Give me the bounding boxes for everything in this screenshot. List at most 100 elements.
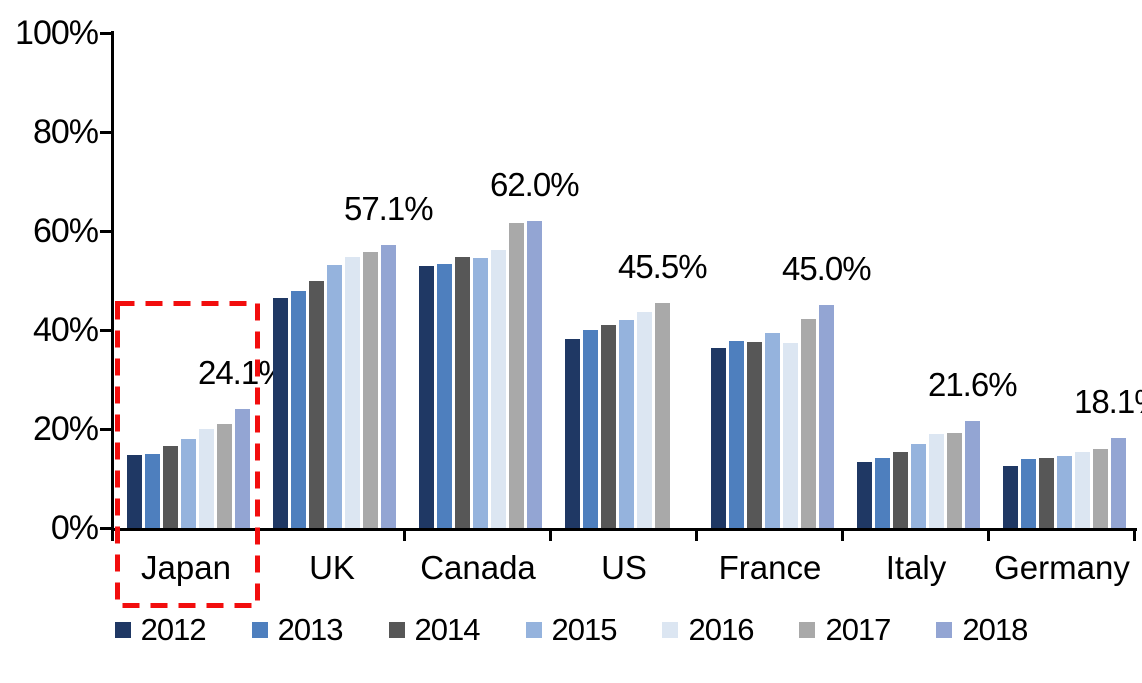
legend-swatch-2018 xyxy=(936,622,953,638)
data-label-us: 45.5% xyxy=(617,247,708,285)
legend-swatch-2012 xyxy=(114,622,131,638)
legend-label-2012: 2012 xyxy=(140,612,207,647)
bar-us-2014 xyxy=(601,324,616,528)
y-axis-line xyxy=(111,31,114,532)
x-axis-tick-mark xyxy=(841,528,844,541)
bar-italy-2012 xyxy=(857,462,872,528)
y-axis-tick-label: 40% xyxy=(32,311,99,349)
legend-label-2014: 2014 xyxy=(414,612,481,647)
x-axis-line xyxy=(111,528,1137,531)
data-label-germany: 18.1% xyxy=(1073,383,1142,421)
bar-france-2016 xyxy=(783,343,798,528)
bar-france-2013 xyxy=(729,341,744,528)
bar-italy-2015 xyxy=(911,444,926,528)
bar-italy-2016 xyxy=(929,433,944,528)
bar-italy-2014 xyxy=(893,451,908,528)
legend-label-2015: 2015 xyxy=(551,612,618,647)
bar-uk-2014 xyxy=(309,280,324,528)
legend-label-2017: 2017 xyxy=(825,612,891,647)
y-axis-tick-label: 60% xyxy=(32,212,99,250)
bar-germany-2017 xyxy=(1093,449,1108,528)
legend-label-2016: 2016 xyxy=(688,612,754,647)
bar-italy-2017 xyxy=(947,432,962,528)
x-axis-tick-mark xyxy=(111,528,114,541)
y-tick-mark xyxy=(100,527,113,530)
y-axis-tick-label: 0% xyxy=(50,509,99,547)
bar-germany-2015 xyxy=(1057,455,1072,528)
bar-japan-2014 xyxy=(163,445,178,528)
bar-france-2015 xyxy=(765,333,780,528)
y-axis-tick-label: 20% xyxy=(32,410,99,448)
bar-us-2013 xyxy=(583,330,598,528)
bar-uk-2012 xyxy=(273,298,288,528)
bar-japan-2018 xyxy=(235,408,250,528)
bar-us-2017 xyxy=(655,302,670,528)
legend: 2012 2013 2014 2015 2016 2017 2018 xyxy=(0,613,1142,647)
bar-uk-2013 xyxy=(291,291,306,528)
bar-uk-2018 xyxy=(381,245,396,528)
bar-japan-2017 xyxy=(217,424,232,528)
legend-swatch-2013 xyxy=(251,622,268,638)
legend-swatch-2017 xyxy=(799,622,816,638)
data-label-france: 45.0% xyxy=(781,250,872,288)
x-axis-label-uk: UK xyxy=(309,549,355,586)
x-axis-tick-mark xyxy=(987,528,990,541)
data-label-uk: 57.1% xyxy=(343,190,434,228)
legend-swatch-2014 xyxy=(388,622,405,638)
x-axis-label-japan: Japan xyxy=(141,549,231,586)
x-axis-label-italy: Italy xyxy=(885,549,947,586)
bar-germany-2018 xyxy=(1111,438,1126,528)
y-tick-mark xyxy=(100,32,113,35)
x-axis-label-canada: Canada xyxy=(420,549,536,586)
bar-uk-2016 xyxy=(345,256,360,528)
legend-label-2018: 2018 xyxy=(962,612,1028,647)
y-tick-mark xyxy=(100,131,113,134)
bar-japan-2012 xyxy=(127,455,142,528)
y-tick-mark xyxy=(100,230,113,233)
bar-canada-2013 xyxy=(437,263,452,528)
bar-us-2012 xyxy=(565,338,580,528)
data-label-italy: 21.6% xyxy=(927,366,1018,404)
bar-canada-2015 xyxy=(473,257,488,528)
y-tick-mark xyxy=(100,329,113,332)
bar-japan-2013 xyxy=(145,454,160,528)
bar-canada-2017 xyxy=(509,223,524,528)
legend-item-2014: 2014 xyxy=(388,612,481,647)
data-label-canada: 62.0% xyxy=(489,166,580,204)
bar-canada-2018 xyxy=(527,221,542,528)
bar-france-2017 xyxy=(801,318,816,528)
legend-swatch-2015 xyxy=(525,622,542,638)
bar-italy-2013 xyxy=(875,458,890,528)
legend-label-2013: 2013 xyxy=(277,612,344,647)
y-axis-tick-label: 80% xyxy=(32,113,99,151)
bar-germany-2012 xyxy=(1003,465,1018,528)
legend-swatch-2016 xyxy=(662,622,679,638)
bar-canada-2014 xyxy=(455,256,470,528)
legend-item-2016: 2016 xyxy=(662,612,754,647)
x-axis-tick-mark xyxy=(695,528,698,541)
bar-italy-2018 xyxy=(965,421,980,528)
x-axis-label-germany: Germany xyxy=(994,549,1130,586)
bar-canada-2012 xyxy=(419,265,434,528)
x-axis-tick-mark xyxy=(549,528,552,541)
x-axis-label-france: France xyxy=(718,549,822,586)
legend-item-2018: 2018 xyxy=(936,612,1028,647)
legend-item-2015: 2015 xyxy=(525,612,618,647)
bar-uk-2017 xyxy=(363,252,378,528)
bar-germany-2013 xyxy=(1021,459,1036,528)
bar-japan-2016 xyxy=(199,428,214,528)
x-axis-tick-mark xyxy=(1133,528,1136,541)
bar-germany-2014 xyxy=(1039,457,1054,528)
bar-canada-2016 xyxy=(491,250,506,528)
legend-item-2013: 2013 xyxy=(251,612,344,647)
bar-france-2012 xyxy=(711,347,726,528)
x-axis-tick-mark xyxy=(257,528,260,541)
legend-item-2012: 2012 xyxy=(114,612,207,647)
x-axis-tick-mark xyxy=(403,528,406,541)
bar-us-2015 xyxy=(619,320,634,528)
bar-us-2016 xyxy=(637,312,652,528)
bar-uk-2015 xyxy=(327,264,342,528)
x-axis-label-us: US xyxy=(601,549,647,586)
